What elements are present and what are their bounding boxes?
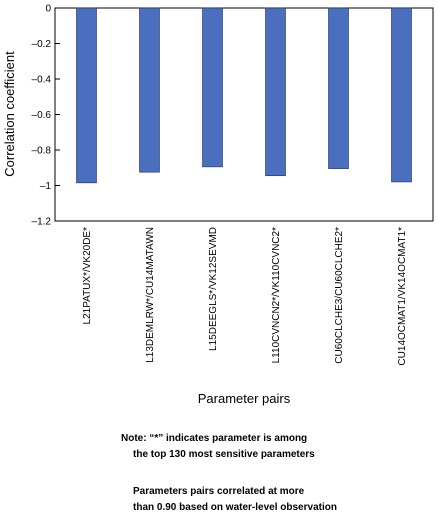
bar xyxy=(265,7,286,177)
y-tick-label: –0.6 xyxy=(32,110,52,121)
x-tick-label: L21PATUX*/VK20DE* xyxy=(82,227,93,325)
note-line-1: Note: “*” indicates parameter is among xyxy=(121,433,308,444)
note-line-3: Parameters pairs correlated at more xyxy=(133,486,305,497)
y-tick-label: –0.8 xyxy=(32,146,52,157)
y-axis-title: Correlation coefficient xyxy=(2,51,17,177)
x-tick-label: CU14OCMAT1/VK14OCMAT1* xyxy=(397,227,408,366)
x-axis-title: Parameter pairs xyxy=(198,391,291,406)
bar xyxy=(139,7,160,173)
bar xyxy=(391,7,412,183)
y-tick-label: –0.2 xyxy=(32,39,52,50)
y-tick-label: –1.2 xyxy=(32,217,52,228)
note-line-2: the top 130 most sensitive parameters xyxy=(133,449,315,460)
bar xyxy=(202,7,223,168)
x-tick-label: L15DEEGLS*/VK12SEVMD xyxy=(208,227,219,351)
x-tick-label: L13DEMLRW*/CU14MATAWN xyxy=(145,227,156,363)
y-tick-label: –1 xyxy=(40,181,52,192)
x-tick-label: CU60CLCHE3/CU60CLCHE2* xyxy=(334,227,345,364)
note-line-4: than 0.90 based on water-level observati… xyxy=(133,502,337,513)
x-tick-label: L110CVNCN2*/VK110CVNC2* xyxy=(271,227,282,363)
y-tick-label: 0 xyxy=(45,4,51,15)
bar xyxy=(76,7,97,184)
bar xyxy=(328,7,349,169)
plot-area-frame xyxy=(54,7,434,222)
bar-chart: 0 –0.2 –0.4 –0.6 –0.8 –1 –1.2 L21PATUX*/VK20DE… xyxy=(2,4,434,406)
y-tick-label: –0.4 xyxy=(32,75,52,86)
